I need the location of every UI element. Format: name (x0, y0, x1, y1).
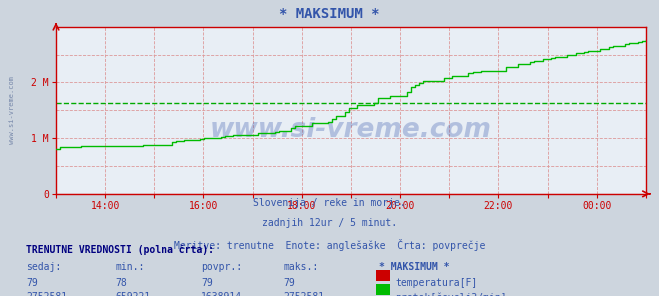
Text: sedaj:: sedaj: (26, 262, 61, 272)
Text: Meritve: trenutne  Enote: anglešaške  Črta: povprečje: Meritve: trenutne Enote: anglešaške Črta… (174, 239, 485, 251)
Text: Slovenija / reke in morje.: Slovenija / reke in morje. (253, 198, 406, 208)
Text: 78: 78 (115, 278, 127, 288)
Text: min.:: min.: (115, 262, 145, 272)
Text: pretok[čevelj3/min]: pretok[čevelj3/min] (395, 292, 507, 296)
Text: www.si-vreme.com: www.si-vreme.com (210, 117, 492, 143)
Text: 79: 79 (26, 278, 38, 288)
Text: 2752581: 2752581 (26, 292, 67, 296)
Text: zadnjih 12ur / 5 minut.: zadnjih 12ur / 5 minut. (262, 218, 397, 229)
Text: 79: 79 (283, 278, 295, 288)
Text: maks.:: maks.: (283, 262, 318, 272)
Text: * MAKSIMUM *: * MAKSIMUM * (379, 262, 449, 272)
Text: 1638914: 1638914 (201, 292, 242, 296)
Text: TRENUTNE VREDNOSTI (polna črta):: TRENUTNE VREDNOSTI (polna črta): (26, 244, 214, 255)
Text: 659221: 659221 (115, 292, 150, 296)
Text: 2752581: 2752581 (283, 292, 324, 296)
Text: * MAKSIMUM *: * MAKSIMUM * (279, 7, 380, 21)
Text: www.si-vreme.com: www.si-vreme.com (9, 76, 14, 144)
Text: 79: 79 (201, 278, 213, 288)
Text: temperatura[F]: temperatura[F] (395, 278, 478, 288)
Text: povpr.:: povpr.: (201, 262, 242, 272)
